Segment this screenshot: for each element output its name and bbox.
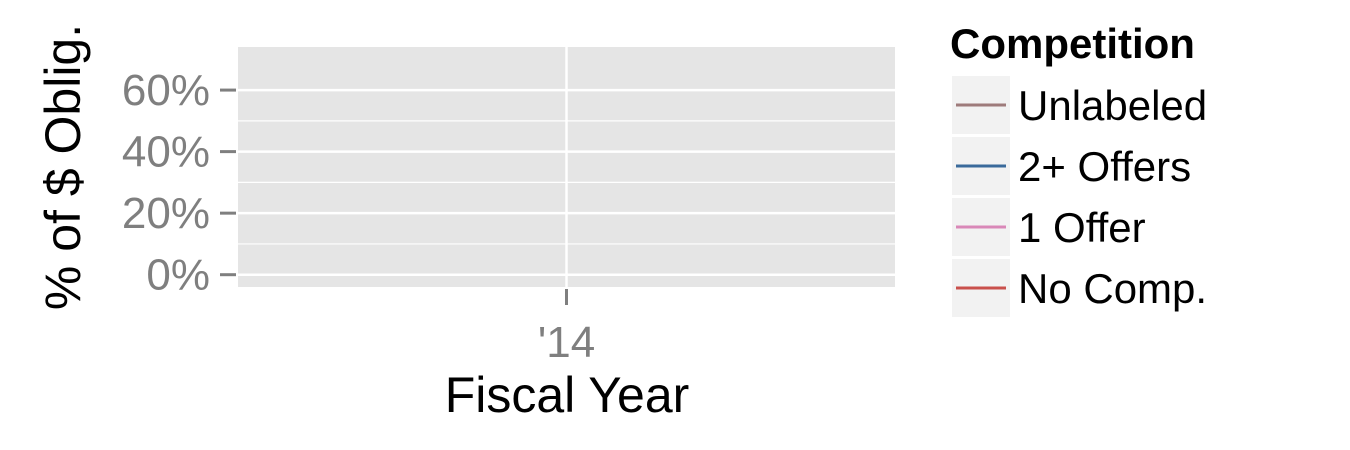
y-axis-title: % of $ Oblig. <box>35 24 91 310</box>
y-axis: 0% 20% 40% 60% <box>122 66 236 300</box>
legend-label: 1 Offer <box>1018 204 1146 251</box>
legend: Competition Unlabeled 2+ Offers 1 Offer No … <box>950 20 1207 317</box>
x-axis-title: Fiscal Year <box>445 367 690 423</box>
legend-label: Unlabeled <box>1018 82 1207 129</box>
legend-label: 2+ Offers <box>1018 143 1191 190</box>
x-tick-label: '14 <box>538 318 595 367</box>
plot-panel <box>238 47 895 287</box>
x-axis: '14 <box>538 289 595 367</box>
y-tick-label: 20% <box>122 189 210 238</box>
legend-label: No Comp. <box>1018 265 1207 312</box>
y-tick-label: 0% <box>146 251 210 300</box>
legend-title: Competition <box>950 20 1195 67</box>
y-tick-label: 40% <box>122 128 210 177</box>
y-tick-label: 60% <box>122 66 210 115</box>
